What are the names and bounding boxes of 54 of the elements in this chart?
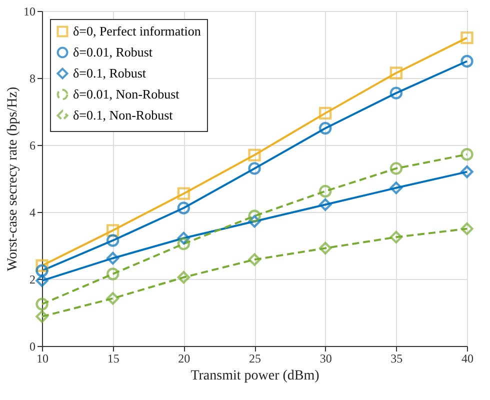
point bbox=[248, 162, 261, 175]
point bbox=[36, 274, 48, 288]
point bbox=[248, 210, 261, 222]
legend-label: δ=0.1, Robust bbox=[73, 66, 146, 80]
point bbox=[318, 184, 332, 198]
point bbox=[318, 198, 332, 211]
point bbox=[177, 270, 190, 284]
x-tick-label: 40 bbox=[462, 352, 474, 366]
y-tick-label: 4 bbox=[30, 206, 36, 220]
x-tick-label: 30 bbox=[320, 352, 332, 366]
x-tick-label: 20 bbox=[178, 352, 190, 366]
point bbox=[177, 237, 190, 250]
legend-label: δ=0.1, Non-Robust bbox=[73, 108, 174, 122]
point bbox=[106, 252, 120, 265]
x-axis-title: Transmit power (dBm) bbox=[190, 368, 320, 384]
point bbox=[177, 187, 190, 200]
point bbox=[318, 106, 332, 120]
point bbox=[460, 222, 474, 236]
point bbox=[390, 182, 403, 194]
point bbox=[460, 31, 474, 44]
point bbox=[390, 66, 403, 80]
legend-label: δ=0, Perfect information bbox=[73, 24, 202, 38]
point bbox=[106, 268, 120, 280]
point bbox=[106, 224, 120, 237]
point bbox=[248, 148, 261, 162]
point bbox=[390, 162, 403, 175]
y-tick-label: 6 bbox=[30, 138, 36, 152]
point bbox=[177, 202, 190, 214]
point bbox=[106, 292, 120, 305]
point bbox=[460, 165, 474, 178]
point bbox=[318, 242, 332, 255]
point bbox=[106, 234, 120, 247]
y-tick-label: 8 bbox=[30, 72, 36, 86]
point bbox=[177, 232, 190, 244]
point bbox=[390, 86, 403, 100]
point bbox=[318, 122, 332, 135]
point bbox=[460, 54, 474, 68]
x-tick-label: 35 bbox=[390, 352, 403, 366]
x-tick-label: 25 bbox=[249, 352, 261, 366]
legend-label: δ=0.01, Non-Robust bbox=[73, 86, 180, 102]
point bbox=[248, 253, 261, 266]
point bbox=[390, 230, 403, 244]
y-tick-label: 10 bbox=[24, 4, 36, 18]
point bbox=[36, 264, 48, 277]
y-tick-label: 2 bbox=[30, 272, 36, 286]
point bbox=[36, 259, 48, 272]
point bbox=[460, 148, 474, 161]
y-tick-label: 0 bbox=[30, 340, 36, 354]
y-axis-title: Worst-case secrecy rate (bps/Hz) bbox=[6, 86, 20, 272]
point bbox=[36, 310, 48, 323]
point bbox=[36, 298, 48, 310]
legend-label: δ=0.01, Robust bbox=[73, 44, 153, 60]
point bbox=[248, 215, 261, 228]
x-tick-label: 15 bbox=[107, 352, 120, 366]
